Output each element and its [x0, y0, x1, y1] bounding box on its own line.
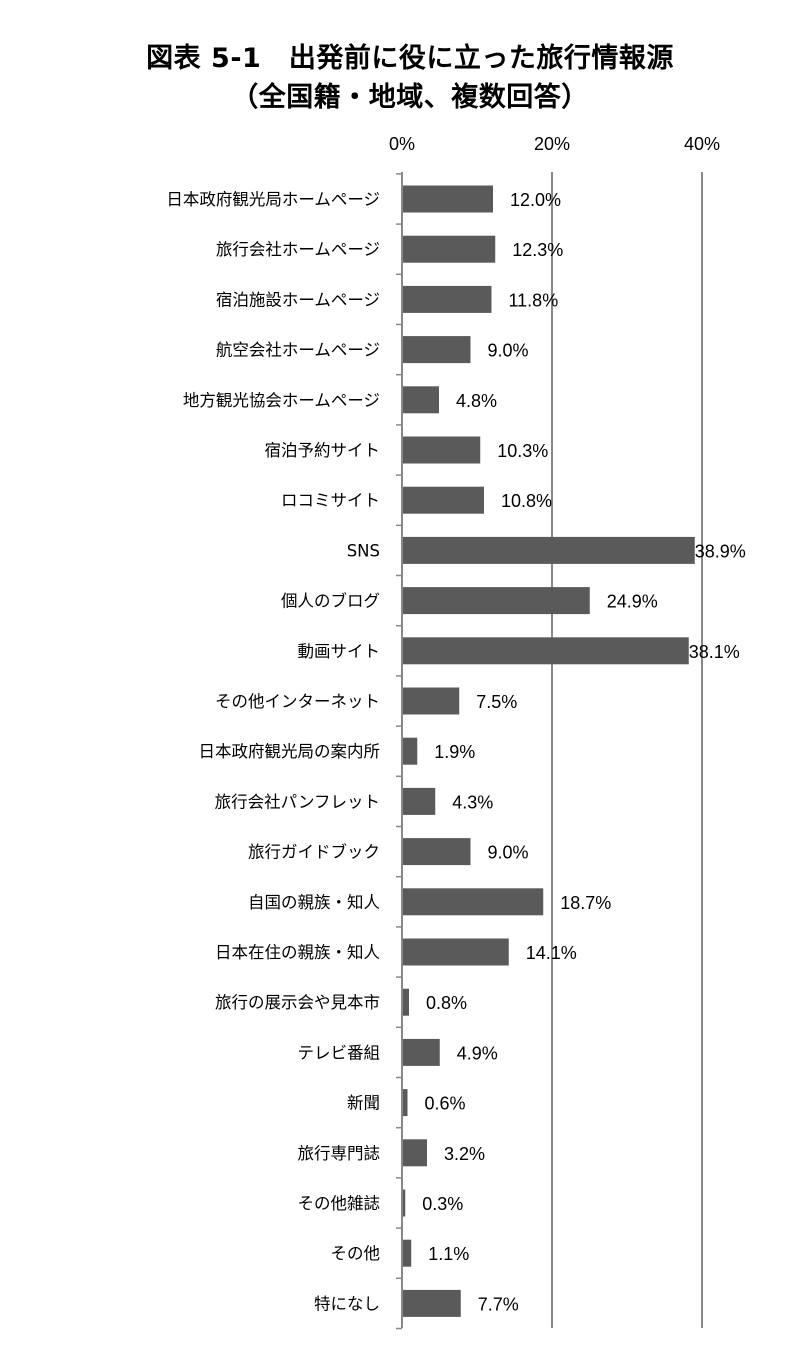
category-label: テレビ番組	[298, 1043, 381, 1062]
category-label: 日本政府観光局ホームページ	[166, 190, 380, 209]
bar	[403, 787, 436, 815]
data-label: 12.0%	[510, 190, 561, 210]
data-label: 9.0%	[488, 341, 529, 361]
category-label: 宿泊予約サイト	[265, 441, 381, 460]
bar	[403, 235, 496, 263]
category-label: 動画サイト	[298, 642, 381, 661]
data-label: 9.0%	[488, 843, 529, 863]
category-label: SNS	[347, 541, 380, 560]
x-tick-label: 40%	[684, 134, 720, 154]
chart-title: 図表 5-1 出発前に役に立った旅行情報源	[146, 43, 674, 74]
bar	[403, 687, 460, 715]
bar	[403, 587, 590, 615]
category-label: 自国の親族・知人	[248, 893, 380, 912]
bar	[403, 486, 484, 514]
category-label: 旅行ガイドブック	[248, 842, 380, 862]
bar	[403, 386, 439, 414]
category-label: 特になし	[314, 1294, 380, 1313]
bar	[403, 536, 695, 564]
chart-subtitle: （全国籍・地域、複数回答）	[231, 82, 589, 113]
bar	[403, 838, 471, 866]
data-label: 7.5%	[476, 692, 517, 712]
category-label: 宿泊施設ホームページ	[216, 290, 380, 309]
bar	[403, 1189, 406, 1217]
data-label: 1.1%	[428, 1244, 469, 1264]
data-label: 0.8%	[426, 993, 467, 1013]
data-label: 4.3%	[452, 792, 493, 812]
bar	[403, 1289, 461, 1317]
bar	[403, 888, 544, 916]
bar	[403, 1239, 412, 1267]
bar	[403, 988, 409, 1016]
data-label: 12.3%	[512, 240, 563, 260]
bar	[403, 737, 418, 765]
category-label: その他	[331, 1244, 381, 1263]
x-tick-label: 0%	[389, 134, 415, 154]
data-label: 10.3%	[497, 441, 548, 461]
bar	[403, 1038, 440, 1066]
category-label: 旅行会社ホームページ	[216, 240, 380, 259]
data-label: 0.3%	[422, 1194, 463, 1214]
data-label: 1.9%	[434, 742, 475, 762]
bar	[403, 436, 481, 464]
category-label: 日本在住の親族・知人	[215, 943, 380, 962]
category-label: その他雑誌	[298, 1194, 381, 1213]
bar	[403, 637, 689, 665]
category-label: 旅行会社パンフレット	[215, 792, 380, 811]
category-label: 旅行の展示会や見本市	[215, 993, 380, 1012]
data-label: 24.9%	[607, 592, 658, 612]
bar	[403, 336, 471, 364]
data-label: 38.9%	[695, 541, 746, 561]
category-label: 日本政府観光局の案内所	[199, 742, 381, 761]
category-label: 旅行専門誌	[298, 1144, 381, 1163]
data-label: 3.2%	[444, 1144, 485, 1164]
bar	[403, 185, 493, 213]
data-label: 14.1%	[526, 943, 577, 963]
category-label: 新聞	[347, 1094, 380, 1113]
bar	[403, 938, 509, 966]
data-label: 7.7%	[478, 1294, 519, 1314]
data-label: 10.8%	[501, 491, 552, 511]
category-label: ロコミサイト	[281, 491, 380, 510]
data-label: 11.8%	[509, 290, 559, 310]
category-label: 地方観光協会ホームページ	[183, 391, 380, 410]
data-label: 18.7%	[560, 893, 611, 913]
data-label: 4.8%	[456, 391, 497, 411]
data-label: 0.6%	[425, 1094, 466, 1114]
x-tick-label: 20%	[534, 134, 570, 154]
category-label: 航空会社ホームページ	[216, 341, 380, 360]
data-label: 38.1%	[689, 642, 740, 662]
bar	[403, 285, 492, 313]
category-label: 個人のブログ	[281, 591, 380, 611]
bar	[403, 1089, 408, 1117]
data-label: 4.9%	[457, 1043, 498, 1063]
bar	[403, 1139, 427, 1167]
category-label: その他インターネット	[215, 692, 380, 711]
